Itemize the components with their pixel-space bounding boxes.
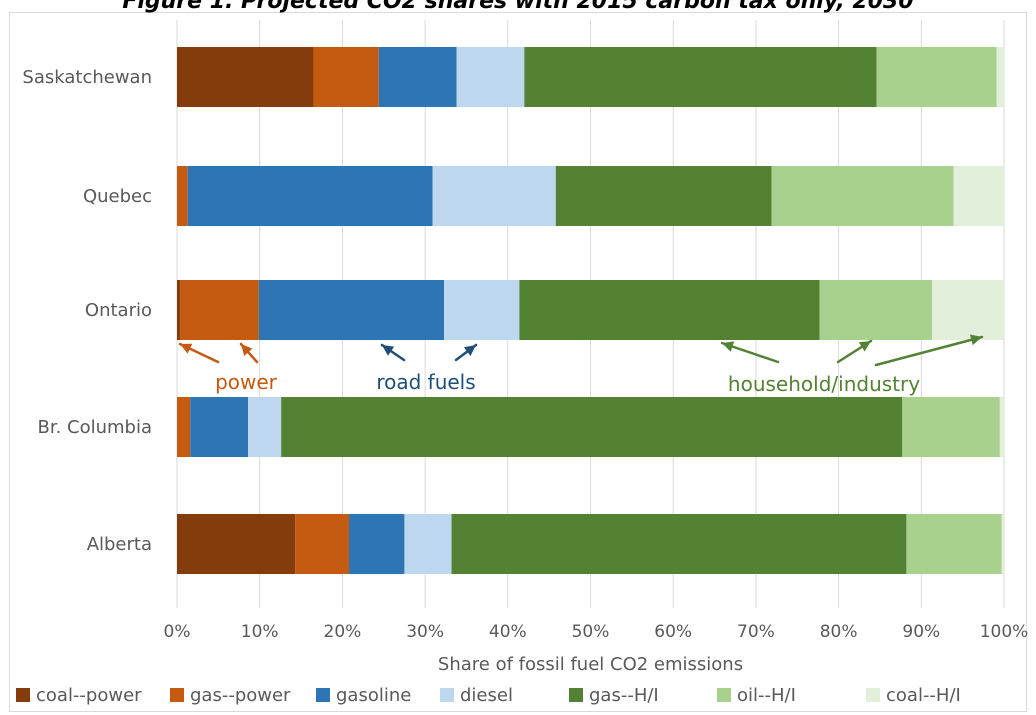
annotation-arrow-head: [969, 334, 982, 346]
legend-label: coal--H/I: [886, 685, 961, 706]
x-tick-label: 10%: [241, 622, 279, 642]
bar-segment: [349, 514, 405, 574]
legend-label: gas--H/I: [589, 685, 659, 706]
category-label: Br. Columbia: [37, 417, 152, 438]
x-axis-title: Share of fossil fuel CO2 emissions: [438, 654, 743, 675]
category-label: Alberta: [87, 534, 152, 555]
legend-swatch: [316, 688, 330, 702]
bar-segment: [444, 280, 520, 340]
bar-segment: [1001, 514, 1004, 574]
category-label: Quebec: [83, 186, 152, 207]
bar-segment: [555, 166, 772, 226]
annotation-arrow-line: [874, 335, 984, 367]
bar-segment: [932, 280, 1004, 340]
bar-segment: [258, 280, 445, 340]
legend-swatch: [866, 688, 880, 702]
legend-swatch: [717, 688, 731, 702]
x-tick-label: 30%: [406, 622, 444, 642]
bar-segment: [177, 47, 314, 107]
legend-swatch: [569, 688, 583, 702]
bar-segment: [902, 397, 1000, 457]
x-tick-label: 50%: [572, 622, 610, 642]
bar-segment: [248, 397, 282, 457]
x-tick-label: 70%: [737, 622, 775, 642]
bar-segment: [404, 514, 452, 574]
bar-segment: [378, 47, 457, 107]
legend-label: oil--H/I: [737, 685, 796, 706]
bar-segment: [456, 47, 525, 107]
bar-segment: [906, 514, 1002, 574]
bar-segment: [177, 397, 191, 457]
legend-label: diesel: [460, 685, 513, 706]
legend-swatch: [16, 688, 30, 702]
x-tick-label: 0%: [164, 622, 191, 642]
annotation-label: household/industry: [728, 372, 920, 396]
bar-segment: [187, 166, 433, 226]
bar-segment: [953, 166, 1004, 226]
annotation-arrow-head: [180, 343, 193, 354]
bar-segment: [819, 280, 933, 340]
bar-segment: [281, 397, 903, 457]
chart-title: Figure 1. Projected CO2 shares with 2015…: [122, 0, 914, 14]
bar-segment: [177, 280, 181, 340]
annotation-label: road fuels: [376, 370, 475, 394]
x-tick-label: 90%: [902, 622, 940, 642]
bar-segment: [519, 280, 820, 340]
legend-label: coal--power: [36, 685, 142, 706]
x-tick-label: 80%: [820, 622, 858, 642]
x-tick-label: 60%: [654, 622, 692, 642]
bar-segment: [996, 47, 1004, 107]
bar-segment: [295, 514, 350, 574]
legend-swatch: [440, 688, 454, 702]
x-tick-label: 40%: [489, 622, 527, 642]
category-label: Saskatchewan: [22, 67, 152, 88]
bar-segment: [524, 47, 877, 107]
annotation-arrow-head: [858, 341, 871, 352]
legend-swatch: [170, 688, 184, 702]
bar-segment: [451, 514, 907, 574]
bar-segment: [313, 47, 379, 107]
bar-segment: [190, 397, 249, 457]
x-tick-label: 20%: [324, 622, 362, 642]
bar-segment: [180, 280, 259, 340]
bar-segment: [771, 166, 954, 226]
annotation-arrow-head: [722, 341, 735, 352]
annotation-arrow-head: [463, 345, 476, 356]
legend-label: gas--power: [190, 685, 291, 706]
legend-label: gasoline: [336, 685, 411, 706]
annotation-arrow-head: [241, 344, 253, 356]
bar-segment: [876, 47, 997, 107]
bar-segment: [999, 397, 1004, 457]
annotation-label: power: [215, 370, 278, 394]
annotation-arrow-head: [382, 345, 395, 356]
category-label: Ontario: [85, 300, 152, 321]
x-tick-label: 100%: [980, 622, 1029, 642]
bar-segment: [432, 166, 556, 226]
bar-segment: [177, 166, 188, 226]
bar-segment: [177, 514, 296, 574]
